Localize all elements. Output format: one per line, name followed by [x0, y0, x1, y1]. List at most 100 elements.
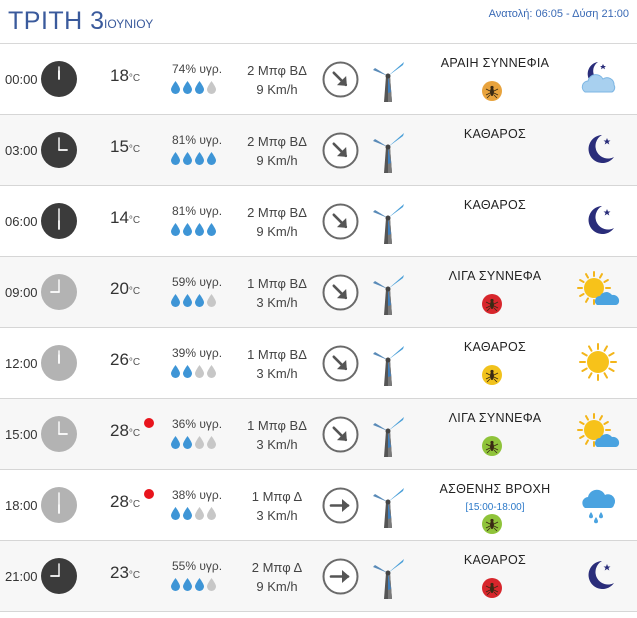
humidity-drops [170, 293, 217, 307]
hour-label: 09:00 [5, 285, 38, 300]
wind-info: 1 Μπφ Δ 3 Km/h [240, 487, 314, 525]
wind-info: 1 Μπφ ΒΔ 3 Km/h [240, 274, 314, 312]
drop-icon [171, 152, 180, 165]
mosquito-level-icon [482, 365, 502, 385]
wind-force: 2 Μπφ ΒΔ [247, 63, 307, 78]
wind-info: 2 Μπφ ΒΔ 9 Km/h [240, 61, 314, 99]
wind-force: 1 Μπφ Δ [251, 489, 303, 504]
drop-icon [195, 507, 204, 520]
temperature-value: 18 [110, 66, 129, 85]
sun-icon [576, 342, 620, 382]
clock-icon [41, 61, 77, 97]
drop-icon [195, 294, 204, 307]
humidity-text: 74% υγρ. [172, 62, 223, 76]
temperature: 18°C [110, 66, 140, 86]
hour-label: 00:00 [5, 72, 38, 87]
temperature-unit: °C [128, 73, 141, 84]
day-header: ΤΡΙΤΗ 3 ΙΟΥΝΙΟΥ Ανατολή: 06:05 - Δύση 21… [0, 0, 637, 44]
temperature-value: 15 [110, 137, 129, 156]
forecast-row: 12:00 26°C 39% υγρ. 1 Μπφ ΒΔ 3 Km/h ΚΑΘΑΡΟΣ [0, 328, 637, 399]
clock-icon [41, 487, 77, 523]
drop-icon [183, 152, 192, 165]
wind-direction-icon [322, 132, 359, 169]
forecast-row: 06:00 14°C 81% υγρ. 2 Μπφ ΒΔ 9 Km/h ΚΑΘΑΡΟΣ [0, 186, 637, 257]
humidity-drops [170, 577, 217, 591]
wind-direction-icon [322, 203, 359, 240]
drop-icon [183, 507, 192, 520]
wind-direction-icon [322, 345, 359, 382]
humidity-drops [170, 222, 217, 236]
humidity-text: 38% υγρ. [172, 488, 223, 502]
rain-cloud-icon [576, 484, 620, 524]
wind-force: 1 Μπφ ΒΔ [247, 347, 307, 362]
humidity-drops [170, 435, 217, 449]
wind-info: 2 Μπφ ΒΔ 9 Km/h [240, 203, 314, 241]
temperature-unit: °C [128, 144, 141, 155]
drop-icon [207, 365, 216, 378]
temperature-value: 28 [110, 492, 129, 511]
drop-icon [183, 578, 192, 591]
wind-force: 2 Μπφ ΒΔ [247, 205, 307, 220]
temperature: 23°C [110, 563, 140, 583]
drop-icon [183, 81, 192, 94]
drop-icon [207, 81, 216, 94]
drop-icon [207, 294, 216, 307]
humidity-drops [170, 506, 217, 520]
temperature-value: 23 [110, 563, 129, 582]
forecast-row: 15:00 28°C 36% υγρ. 1 Μπφ ΒΔ 3 Km/h ΛΙΓΑ ΣΥΝΝ… [0, 399, 637, 470]
hour-label: 03:00 [5, 143, 38, 158]
wind-turbine-icon [370, 482, 408, 532]
temperature: 15°C [110, 137, 140, 157]
humidity-text: 81% υγρ. [172, 133, 223, 147]
wind-info: 2 Μπφ ΒΔ 9 Km/h [240, 132, 314, 170]
humidity-text: 36% υγρ. [172, 417, 223, 431]
wind-speed: 9 Km/h [256, 153, 298, 168]
moon-icon [576, 555, 620, 595]
temperature-value: 28 [110, 421, 129, 440]
forecast-row: 09:00 20°C 59% υγρ. 1 Μπφ ΒΔ 3 Km/h ΛΙΓΑ ΣΥΝΝ… [0, 257, 637, 328]
wind-direction-icon [322, 487, 359, 524]
drop-icon [195, 436, 204, 449]
hour-label: 18:00 [5, 498, 38, 513]
temperature-unit: °C [128, 215, 141, 226]
drop-icon [195, 81, 204, 94]
wind-turbine-icon [370, 198, 408, 248]
temperature: 20°C [110, 279, 140, 299]
condition-label: ΚΑΘΑΡΟΣ [463, 553, 527, 567]
clock-icon [41, 132, 77, 168]
humidity-text: 39% υγρ. [172, 346, 223, 360]
clock-icon [41, 203, 77, 239]
forecast-list: 00:00 18°C 74% υγρ. 2 Μπφ ΒΔ 9 Km/h ΑΡΑΙΗ ΣΥΝ… [0, 44, 637, 612]
temperature-unit: °C [128, 499, 141, 510]
drop-icon [171, 294, 180, 307]
wind-turbine-icon [370, 269, 408, 319]
humidity-drops [170, 151, 217, 165]
condition-label: ΑΣΘΕΝΗΣ ΒΡΟΧΗ [439, 482, 551, 496]
wind-speed: 9 Km/h [256, 579, 298, 594]
wind-speed: 3 Km/h [256, 437, 298, 452]
day-title: ΤΡΙΤΗ 3 [8, 7, 105, 35]
wind-force: 2 Μπφ ΒΔ [247, 134, 307, 149]
rain-period: [15:00-18:00] [465, 502, 525, 513]
condition-label: ΛΙΓΑ ΣΥΝΝΕΦΑ [448, 411, 542, 425]
humidity-text: 55% υγρ. [172, 559, 223, 573]
drop-icon [195, 152, 204, 165]
wind-direction-icon [322, 61, 359, 98]
mosquito-level-icon [482, 514, 502, 534]
wind-force: 1 Μπφ ΒΔ [247, 418, 307, 433]
wind-turbine-icon [370, 553, 408, 603]
wind-turbine-icon [370, 340, 408, 390]
wind-force: 1 Μπφ ΒΔ [247, 276, 307, 291]
drop-icon [183, 223, 192, 236]
wind-force: 2 Μπφ Δ [251, 560, 303, 575]
wind-direction-icon [322, 274, 359, 311]
heat-alert-dot [144, 489, 154, 499]
clock-icon [41, 274, 77, 310]
temperature: 28°C [110, 421, 140, 441]
forecast-row: 18:00 28°C 38% υγρ. 1 Μπφ Δ 3 Km/h ΑΣΘΕΝΗΣ ΒΡ… [0, 470, 637, 541]
drop-icon [195, 223, 204, 236]
temperature-unit: °C [128, 570, 141, 581]
drop-icon [171, 507, 180, 520]
wind-speed: 3 Km/h [256, 366, 298, 381]
heat-alert-dot [144, 418, 154, 428]
